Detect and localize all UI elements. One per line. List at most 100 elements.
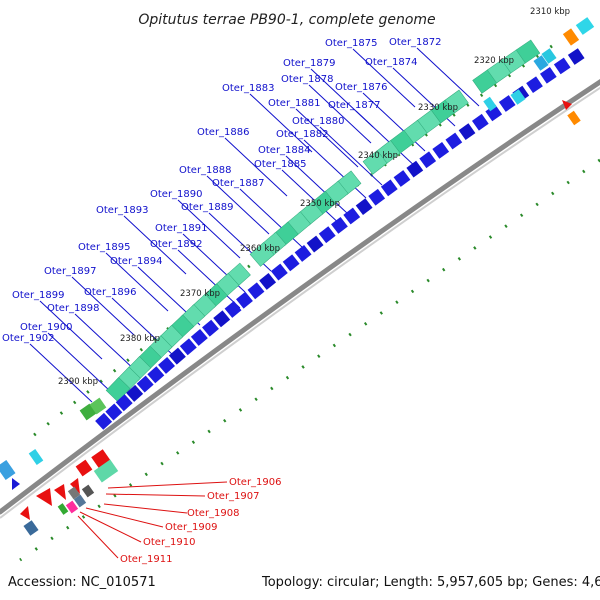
gene-label[interactable]: Oter_1897 <box>44 266 97 277</box>
gene-label-leaders-blue <box>29 47 480 403</box>
forward-gene-block <box>472 69 497 94</box>
leader-line <box>177 199 241 259</box>
gene-label[interactable]: Oter_1909 <box>165 522 218 533</box>
reverse-gene-arrow <box>393 170 411 187</box>
leader-line <box>47 332 111 392</box>
gene-label[interactable]: Oter_1898 <box>47 303 100 314</box>
gene-label[interactable]: Oter_1893 <box>96 205 149 216</box>
kbp-label: 2310 kbp <box>530 7 570 17</box>
gene-label[interactable]: Oter_1879 <box>283 58 336 69</box>
reverse-gene-track <box>95 48 585 430</box>
gene-label[interactable]: Oter_1900 <box>20 322 73 333</box>
gene-label[interactable]: Oter_1908 <box>187 508 240 519</box>
gene-label[interactable]: Oter_1874 <box>365 57 418 68</box>
leader-line <box>177 249 241 309</box>
gene-feature-cyan <box>483 96 497 112</box>
gene-feature-orange <box>562 28 580 46</box>
gene-label[interactable]: Oter_1881 <box>268 98 321 109</box>
leader-line <box>355 110 419 170</box>
forward-gene-block <box>249 242 275 267</box>
gene-feature-gray <box>67 486 81 500</box>
reverse-gene-arrow <box>247 282 265 300</box>
gene-label[interactable]: Oter_1882 <box>276 129 329 140</box>
gene-feature-orange <box>567 110 581 126</box>
gene-feature-cyan <box>575 17 595 35</box>
leader-line <box>77 515 119 559</box>
gene-label-group-red: Oter_1906 Oter_1907 Oter_1908 Oter_1909 … <box>120 477 282 565</box>
reverse-gene-arrow <box>331 216 348 234</box>
leader-line <box>224 137 288 197</box>
reverse-gene-arrow <box>168 347 186 365</box>
reverse-gene-arrow <box>202 319 219 337</box>
gene-label[interactable]: Oter_1911 <box>120 554 173 565</box>
gene-feature-slate <box>73 494 87 508</box>
gene-label[interactable]: Oter_1899 <box>12 290 65 301</box>
reverse-gene-arrow <box>158 356 176 374</box>
reverse-gene-arrow <box>306 235 324 253</box>
leader-line <box>123 215 187 275</box>
leader-line <box>103 503 188 514</box>
gene-label[interactable]: Oter_1902 <box>2 333 55 344</box>
reverse-gene-arrow <box>343 207 361 225</box>
gene-feature-slate <box>23 520 39 536</box>
leader-line <box>105 493 206 497</box>
gene-label[interactable]: Oter_1872 <box>389 37 442 48</box>
gene-label[interactable]: Oter_1891 <box>155 223 208 234</box>
reverse-gene-arrow <box>236 291 253 309</box>
forward-gene-track <box>105 39 541 402</box>
gene-feature-red <box>54 484 66 500</box>
kbp-label: 2380 kbp <box>120 334 160 344</box>
gene-label[interactable]: Oter_1894 <box>110 256 163 267</box>
reverse-gene-arrow <box>259 273 277 290</box>
gene-label[interactable]: Oter_1878 <box>281 74 334 85</box>
kbp-label: 2370 kbp <box>180 289 220 299</box>
gene-label[interactable]: Oter_1888 <box>179 165 232 176</box>
gene-label[interactable]: Oter_1890 <box>150 189 203 200</box>
reverse-gene-arrow <box>355 198 373 216</box>
reverse-gene-arrow <box>115 394 133 412</box>
reverse-gene-arrow <box>190 329 208 346</box>
gene-label[interactable]: Oter_1887 <box>212 178 265 189</box>
gene-label[interactable]: Oter_1889 <box>181 202 234 213</box>
gene-feature-red <box>70 478 80 494</box>
leader-line <box>39 300 103 360</box>
gene-label[interactable]: Oter_1885 <box>254 159 307 170</box>
genome-title: Opitutus terrae PB90-1, complete genome <box>138 12 435 28</box>
gene-label[interactable]: Oter_1886 <box>197 127 250 138</box>
kbp-label: 2390 kbp <box>58 377 98 387</box>
gene-label[interactable]: Oter_1884 <box>258 145 311 156</box>
kbp-label: 2320 kbp <box>474 56 514 66</box>
gene-label[interactable]: Oter_1877 <box>328 100 381 111</box>
gene-label[interactable]: Oter_1906 <box>229 477 282 488</box>
gene-label[interactable]: Oter_1876 <box>335 82 388 93</box>
reverse-gene-arrow <box>471 113 489 131</box>
gene-label[interactable]: Oter_1883 <box>222 83 275 94</box>
reverse-gene-arrow <box>126 384 144 402</box>
gene-feature-red <box>75 459 93 477</box>
kbp-label-group: 2310 kbp 2320 kbp 2330 kbp 2340 kbp 2350… <box>58 7 570 387</box>
gene-feature-gray <box>81 484 95 498</box>
reverse-gene-arrow <box>282 254 300 272</box>
gene-label[interactable]: Oter_1880 <box>292 116 345 127</box>
genome-backbone-shadow <box>0 86 600 519</box>
leader-line <box>85 507 164 528</box>
gene-feature-cyan <box>541 48 557 64</box>
gene-label[interactable]: Oter_1895 <box>78 242 131 253</box>
gene-label[interactable]: Oter_1875 <box>325 38 378 49</box>
gene-label[interactable]: Oter_1907 <box>207 491 260 502</box>
reverse-gene-arrow <box>445 132 463 150</box>
reverse-gene-arrow <box>380 179 398 197</box>
gene-label-leaders-red <box>77 481 228 559</box>
gene-label[interactable]: Oter_1896 <box>84 287 137 298</box>
gene-label[interactable]: Oter_1910 <box>143 537 196 548</box>
reverse-gene-arrow <box>105 403 123 421</box>
leader-line <box>416 47 480 107</box>
kbp-label: 2340 kbp <box>358 151 398 161</box>
kbp-label: 2330 kbp <box>418 103 458 113</box>
leader-line <box>352 48 416 108</box>
kbp-label: 2350 kbp <box>300 199 340 209</box>
leader-line <box>206 175 270 235</box>
misc-feature-group <box>0 17 595 536</box>
gene-label[interactable]: Oter_1892 <box>150 239 203 250</box>
